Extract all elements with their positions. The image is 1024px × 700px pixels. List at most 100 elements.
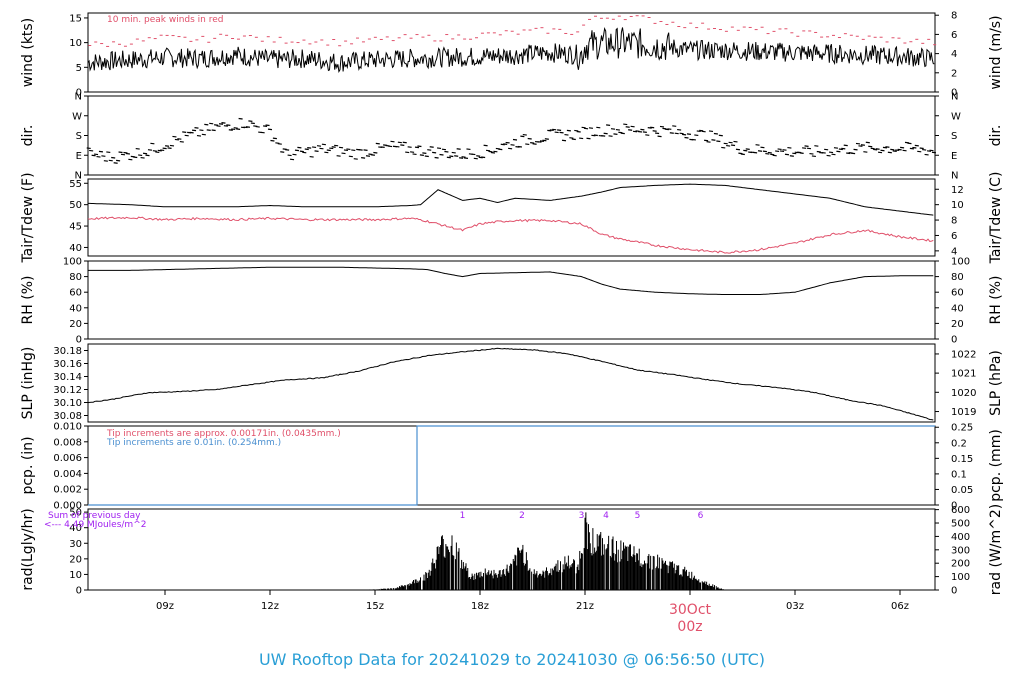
wind-dir-mark xyxy=(407,146,412,148)
wind-dir-mark xyxy=(537,141,542,143)
x-tick-label: 18z xyxy=(471,601,489,612)
y-tick-label-right: S xyxy=(951,131,957,142)
wind-dir-mark xyxy=(713,132,718,135)
y-tick-label-right: 100 xyxy=(951,257,970,268)
wind-dir-mark xyxy=(459,157,464,159)
y-axis-label-left: rad(Lgly/hr) xyxy=(20,508,36,590)
wind-dir-mark xyxy=(209,122,214,125)
y-tick-label-right: 10 xyxy=(951,200,964,211)
wind-dir-mark xyxy=(169,144,175,147)
wind-dir-mark xyxy=(914,144,919,147)
wind-dir-mark xyxy=(165,145,170,147)
wind-dir-mark xyxy=(726,144,731,147)
wind-dir-mark xyxy=(309,155,314,158)
wind-dir-mark xyxy=(182,131,187,133)
rh-line xyxy=(88,266,934,295)
wind-dir-mark xyxy=(434,156,439,159)
panel-slp: 30.08 30.10 30.12 30.14 30.16 30.18 1019 1020 10… xyxy=(20,343,1004,423)
y-tick-label-left: 30.10 xyxy=(53,398,82,409)
wind-dir-mark xyxy=(365,155,371,157)
wind-dir-mark xyxy=(637,130,643,133)
wind-dir-mark xyxy=(887,151,892,154)
wind-dir-mark xyxy=(625,126,630,128)
y-tick-label-left: 20 xyxy=(69,319,82,330)
wind-dir-mark xyxy=(779,150,785,153)
wind-dir-mark xyxy=(493,150,498,153)
wind-dir-mark xyxy=(659,125,665,128)
wind-dir-mark xyxy=(895,149,900,152)
wind-dir-mark xyxy=(745,148,750,150)
panel-frame xyxy=(87,178,936,257)
wind-dir-mark xyxy=(900,146,905,149)
wind-dir-mark xyxy=(302,151,307,154)
y-tick-label-left: 80 xyxy=(69,272,82,283)
panel-annotation: Sum of previous day xyxy=(48,511,141,521)
wind-dir-mark xyxy=(312,146,317,149)
wind-dir-mark xyxy=(111,156,116,159)
y-tick-label-left: E xyxy=(76,151,82,162)
y-tick-label-left: 30 xyxy=(69,539,82,550)
wind-dir-mark xyxy=(718,134,723,137)
wind-dir-mark xyxy=(128,158,133,161)
wind-dir-mark xyxy=(263,125,268,127)
wind-dir-mark xyxy=(223,125,228,127)
wind-dir-mark xyxy=(907,142,912,145)
wind-dir-mark xyxy=(828,151,834,154)
wind-dir-mark xyxy=(162,147,167,150)
wind-dir-mark xyxy=(390,140,395,143)
wind-dir-mark xyxy=(508,147,513,150)
wind-dir-mark xyxy=(574,129,579,132)
wind-dir-mark xyxy=(103,160,108,162)
wind-dir-mark xyxy=(931,151,937,154)
wind-dir-mark xyxy=(89,149,94,152)
wind-dir-mark xyxy=(329,147,334,150)
wind-dir-mark xyxy=(733,140,738,143)
wind-dir-mark xyxy=(571,138,576,141)
panel-frame xyxy=(87,260,936,340)
wind-dir-mark xyxy=(674,132,679,135)
wind-dir-mark xyxy=(804,145,809,147)
hour-marker: 5 xyxy=(635,511,641,521)
wind-dir-mark xyxy=(699,129,704,132)
wind-dir-mark xyxy=(116,159,121,162)
hour-marker: 1 xyxy=(460,511,466,521)
wind-dir-mark xyxy=(454,155,459,157)
wind-dir-mark xyxy=(289,158,295,161)
y-tick-label-left: 0 xyxy=(76,88,82,99)
wind-dir-mark xyxy=(816,150,821,153)
wind-dir-mark xyxy=(476,155,481,157)
wind-dir-mark xyxy=(696,130,701,133)
wind-dir-mark xyxy=(147,149,153,151)
slp-line xyxy=(87,347,934,421)
wind-dir-mark xyxy=(395,145,400,148)
y-tick-label-left: N xyxy=(75,171,82,182)
figure-title: UW Rooftop Data for 20241029 to 20241030… xyxy=(259,650,765,669)
wind-dir-mark xyxy=(194,127,199,129)
wind-dir-mark xyxy=(375,142,380,145)
wind-dir-mark xyxy=(755,144,760,146)
y-tick-label-right: 0.25 xyxy=(951,423,973,434)
wind-dir-mark xyxy=(466,148,471,151)
y-axis-label-left: pcp. (in) xyxy=(20,436,36,494)
panel-wind: 0 5 10 15 0 2 4 6 8 wind (kts) wind (m/s) 10 min. p… xyxy=(20,11,1004,99)
wind-dir-mark xyxy=(919,147,924,150)
wind-dir-mark xyxy=(196,134,202,137)
y-tick-label-right: 2 xyxy=(951,68,957,79)
wind-dir-mark xyxy=(400,144,405,146)
y-tick-label-left: 5 xyxy=(76,63,82,74)
wind-dir-mark xyxy=(811,155,816,158)
wind-dir-mark xyxy=(628,129,633,131)
wind-dir-mark xyxy=(429,146,434,148)
x-tick-label: 12z xyxy=(261,601,279,612)
wind-dir-mark xyxy=(255,125,260,128)
y-tick-label-right: 8 xyxy=(951,11,957,22)
y-tick-label-right: 100 xyxy=(951,572,970,583)
y-tick-label-right: 4 xyxy=(951,49,957,60)
wind-dir-mark xyxy=(93,153,99,156)
wind-dir-mark xyxy=(218,123,224,125)
wind-dir-mark xyxy=(361,157,366,159)
y-tick-label-left: 30.16 xyxy=(53,359,82,370)
panel-annotation: 10 min. peak winds in red xyxy=(107,15,224,25)
